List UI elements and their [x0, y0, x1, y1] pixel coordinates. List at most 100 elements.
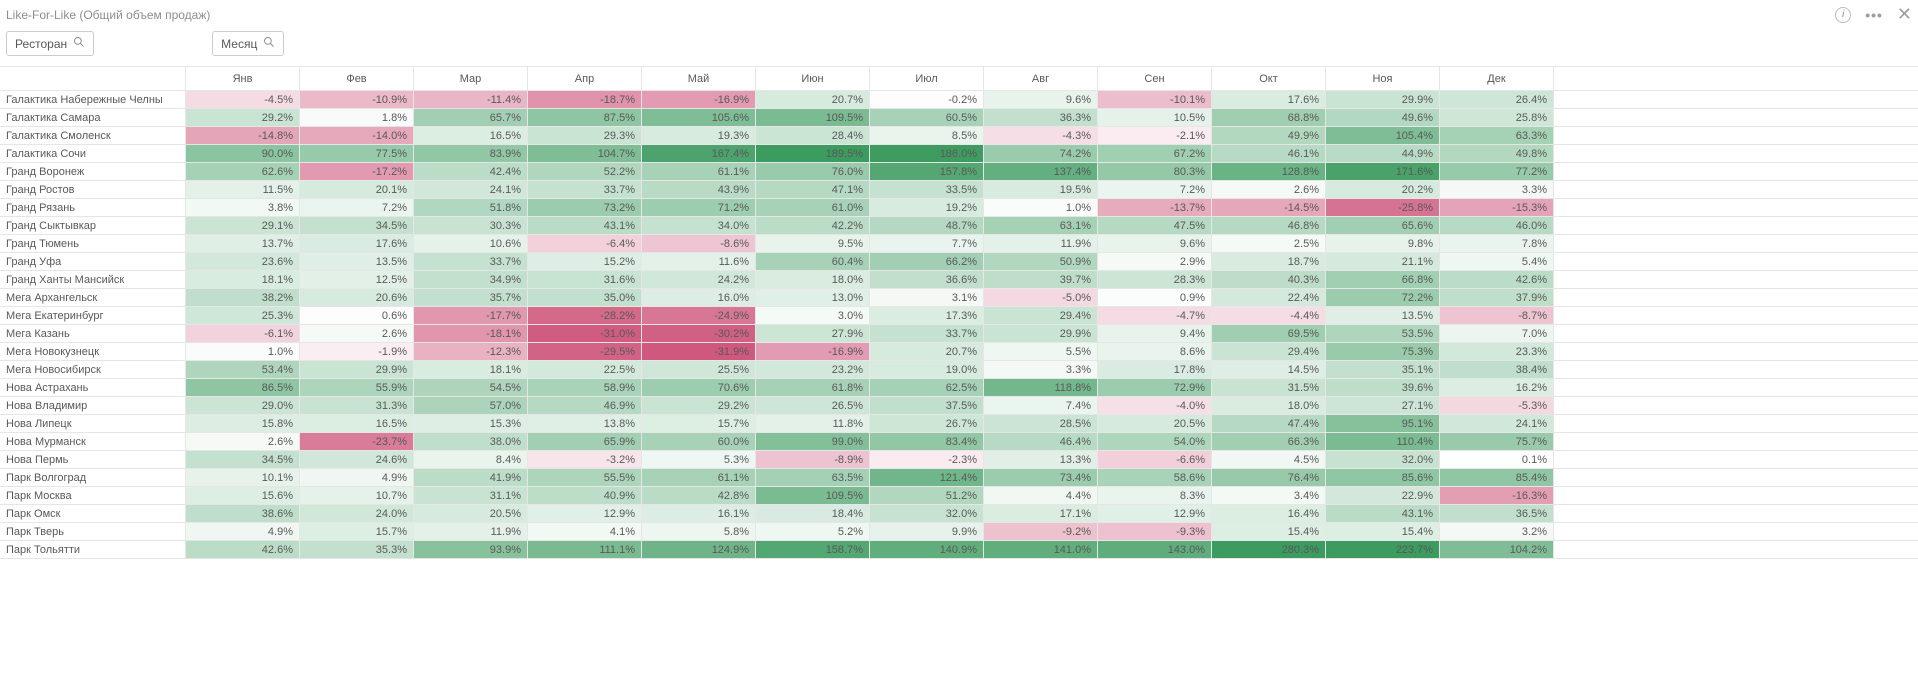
month-header[interactable]: Май [642, 67, 756, 90]
data-cell[interactable]: -4.7% [1098, 307, 1212, 324]
data-cell[interactable]: 18.4% [756, 505, 870, 522]
data-cell[interactable]: 13.8% [528, 415, 642, 432]
data-cell[interactable]: 28.4% [756, 127, 870, 144]
data-cell[interactable]: -23.7% [300, 433, 414, 450]
month-header[interactable]: Мар [414, 67, 528, 90]
data-cell[interactable]: 42.4% [414, 163, 528, 180]
data-cell[interactable]: 62.5% [870, 379, 984, 396]
data-cell[interactable]: 7.8% [1440, 235, 1554, 252]
data-cell[interactable]: 8.3% [1098, 487, 1212, 504]
data-cell[interactable]: 24.0% [300, 505, 414, 522]
data-cell[interactable]: -24.9% [642, 307, 756, 324]
month-header[interactable]: Фев [300, 67, 414, 90]
data-cell[interactable]: 4.5% [1212, 451, 1326, 468]
data-cell[interactable]: 5.3% [642, 451, 756, 468]
month-header[interactable]: Ноя [1326, 67, 1440, 90]
data-cell[interactable]: 105.6% [642, 109, 756, 126]
data-cell[interactable]: 26.4% [1440, 91, 1554, 108]
data-cell[interactable]: 31.1% [414, 487, 528, 504]
data-cell[interactable]: 0.6% [300, 307, 414, 324]
data-cell[interactable]: -18.1% [414, 325, 528, 342]
data-cell[interactable]: 39.7% [984, 271, 1098, 288]
data-cell[interactable]: 22.4% [1212, 289, 1326, 306]
data-cell[interactable]: -5.3% [1440, 397, 1554, 414]
data-cell[interactable]: 66.8% [1326, 271, 1440, 288]
data-cell[interactable]: 66.3% [1212, 433, 1326, 450]
data-cell[interactable]: 50.9% [984, 253, 1098, 270]
row-label[interactable]: Парк Тольятти [0, 541, 186, 558]
data-cell[interactable]: 46.9% [528, 397, 642, 414]
data-cell[interactable]: -8.6% [642, 235, 756, 252]
data-cell[interactable]: 13.5% [1326, 307, 1440, 324]
data-cell[interactable]: 14.5% [1212, 361, 1326, 378]
data-cell[interactable]: 9.8% [1326, 235, 1440, 252]
row-label[interactable]: Парк Тверь [0, 523, 186, 540]
data-cell[interactable]: 35.1% [1326, 361, 1440, 378]
data-cell[interactable]: 3.2% [1440, 523, 1554, 540]
data-cell[interactable]: -3.2% [528, 451, 642, 468]
data-cell[interactable]: -18.7% [528, 91, 642, 108]
data-cell[interactable]: 65.9% [528, 433, 642, 450]
data-cell[interactable]: -8.7% [1440, 307, 1554, 324]
data-cell[interactable]: -8.9% [756, 451, 870, 468]
data-cell[interactable]: 33.7% [414, 253, 528, 270]
data-cell[interactable]: 11.6% [642, 253, 756, 270]
data-cell[interactable]: 11.9% [984, 235, 1098, 252]
data-cell[interactable]: -25.8% [1326, 199, 1440, 216]
data-cell[interactable]: 15.7% [642, 415, 756, 432]
data-cell[interactable]: 77.2% [1440, 163, 1554, 180]
data-cell[interactable]: 41.9% [414, 469, 528, 486]
data-cell[interactable]: 42.2% [756, 217, 870, 234]
row-label[interactable]: Гранд Сыктывкар [0, 217, 186, 234]
data-cell[interactable]: 55.9% [300, 379, 414, 396]
data-cell[interactable]: 47.5% [1098, 217, 1212, 234]
data-cell[interactable]: 90.0% [186, 145, 300, 162]
data-cell[interactable]: 21.1% [1326, 253, 1440, 270]
data-cell[interactable]: 29.9% [1326, 91, 1440, 108]
data-cell[interactable]: -17.7% [414, 307, 528, 324]
data-cell[interactable]: -0.2% [870, 91, 984, 108]
data-cell[interactable]: 8.4% [414, 451, 528, 468]
data-cell[interactable]: 29.2% [186, 109, 300, 126]
data-cell[interactable]: 158.7% [756, 541, 870, 558]
data-cell[interactable]: 83.4% [870, 433, 984, 450]
data-cell[interactable]: 87.5% [528, 109, 642, 126]
data-cell[interactable]: 61.8% [756, 379, 870, 396]
data-cell[interactable]: 143.0% [1098, 541, 1212, 558]
data-cell[interactable]: 3.4% [1212, 487, 1326, 504]
data-cell[interactable]: 26.5% [756, 397, 870, 414]
row-label[interactable]: Гранд Ханты Мансийск [0, 271, 186, 288]
data-cell[interactable]: 61.0% [756, 199, 870, 216]
data-cell[interactable]: -9.2% [984, 523, 1098, 540]
data-cell[interactable]: 93.9% [414, 541, 528, 558]
data-cell[interactable]: 5.2% [756, 523, 870, 540]
data-cell[interactable]: 63.3% [1440, 127, 1554, 144]
data-cell[interactable]: -2.3% [870, 451, 984, 468]
data-cell[interactable]: 20.5% [414, 505, 528, 522]
data-cell[interactable]: -14.0% [300, 127, 414, 144]
data-cell[interactable]: 58.6% [1098, 469, 1212, 486]
data-cell[interactable]: 13.5% [300, 253, 414, 270]
data-cell[interactable]: 51.8% [414, 199, 528, 216]
data-cell[interactable]: -29.5% [528, 343, 642, 360]
data-cell[interactable]: 8.5% [870, 127, 984, 144]
data-cell[interactable]: 33.7% [528, 181, 642, 198]
data-cell[interactable]: 9.9% [870, 523, 984, 540]
data-cell[interactable]: 16.4% [1212, 505, 1326, 522]
data-cell[interactable]: 31.5% [1212, 379, 1326, 396]
data-cell[interactable]: 20.5% [1098, 415, 1212, 432]
data-cell[interactable]: 71.2% [642, 199, 756, 216]
data-cell[interactable]: 62.6% [186, 163, 300, 180]
close-icon[interactable]: ✕ [1897, 4, 1912, 25]
data-cell[interactable]: 49.8% [1440, 145, 1554, 162]
data-cell[interactable]: 5.4% [1440, 253, 1554, 270]
data-cell[interactable]: -13.7% [1098, 199, 1212, 216]
data-cell[interactable]: 17.8% [1098, 361, 1212, 378]
data-cell[interactable]: 60.0% [642, 433, 756, 450]
data-cell[interactable]: -6.1% [186, 325, 300, 342]
data-cell[interactable]: 37.9% [1440, 289, 1554, 306]
data-cell[interactable]: -15.3% [1440, 199, 1554, 216]
data-cell[interactable]: 9.5% [756, 235, 870, 252]
data-cell[interactable]: 10.7% [300, 487, 414, 504]
data-cell[interactable]: 23.6% [186, 253, 300, 270]
